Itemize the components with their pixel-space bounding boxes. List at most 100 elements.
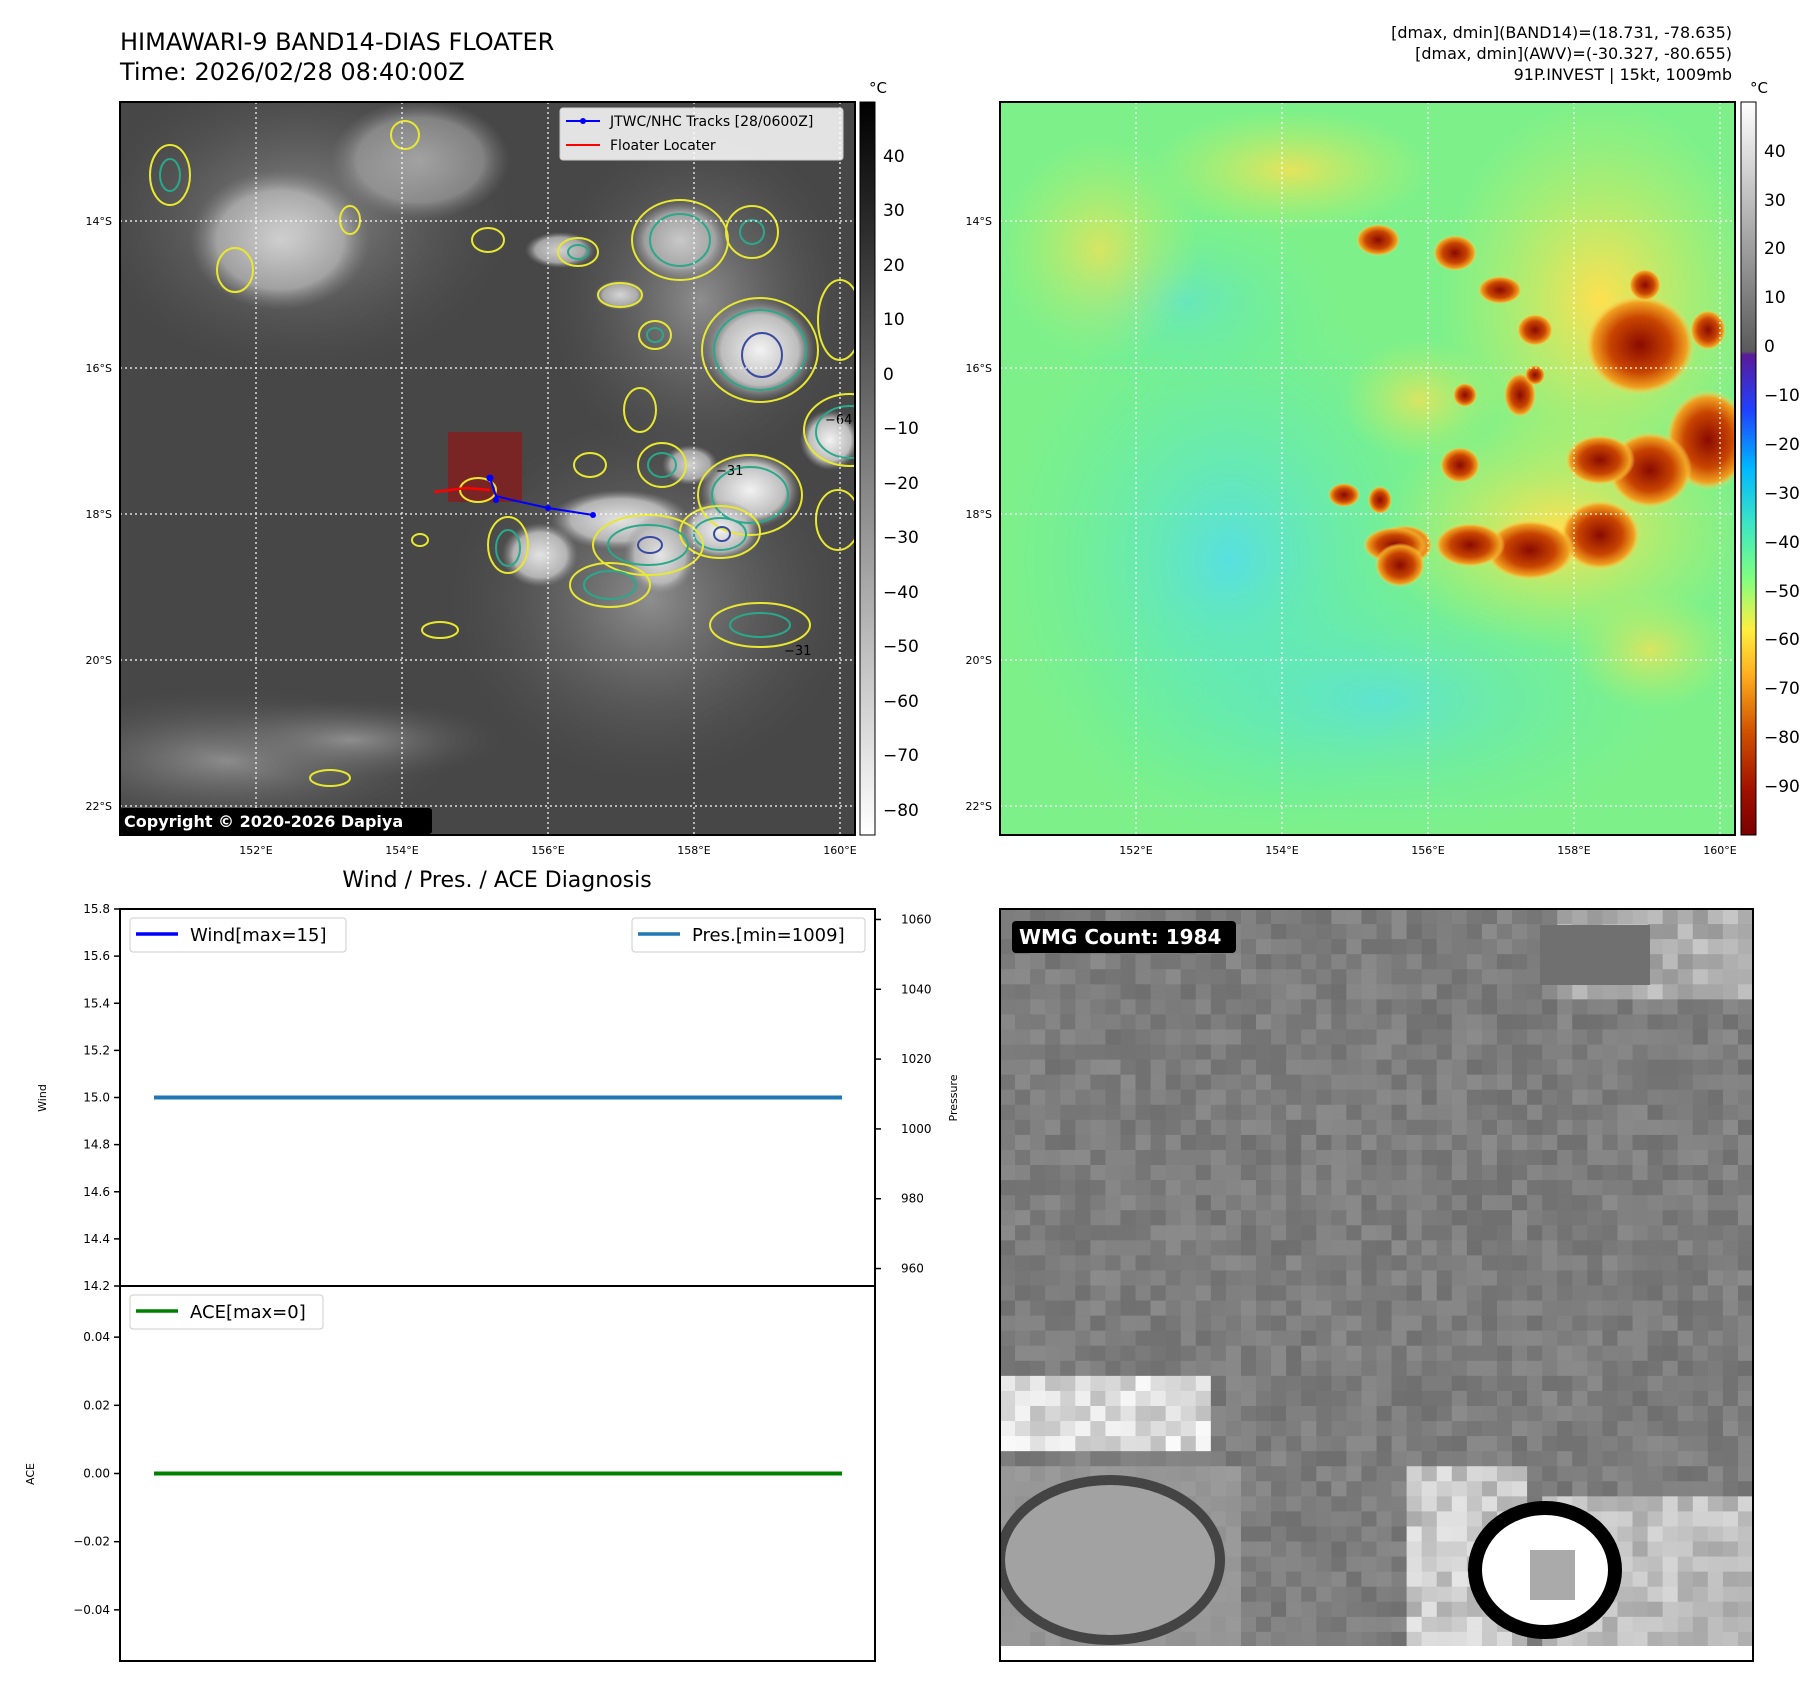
ir-lon-label: 152°E <box>239 844 272 857</box>
pressure-tick-label: 1020 <box>901 1052 932 1066</box>
jtwc-track-point <box>486 474 494 482</box>
figure-time: Time: 2026/02/28 08:40:00Z <box>119 58 465 86</box>
ir-colorbar-tick: −40 <box>883 583 919 603</box>
wind-tick-label: 15.0 <box>83 1091 110 1105</box>
awv-frame <box>999 101 1736 836</box>
ir-frame <box>119 101 856 836</box>
wind-legend-label: Wind[max=15] <box>190 925 327 946</box>
awv-lon-label: 160°E <box>1703 844 1736 857</box>
ace-tick-label: 0.00 <box>83 1467 110 1481</box>
info-line-2: [dmax, dmin](AWV)=(-30.327, -80.655) <box>1415 44 1732 63</box>
wind-tick-label: 14.4 <box>83 1232 110 1246</box>
copyright-text: Copyright © 2020-2026 Dapiya <box>124 812 403 831</box>
floater-locater-line <box>433 486 491 494</box>
floater-locater-box <box>448 432 522 502</box>
awv-panel: 14°S 16°S 18°S 20°S 22°S 152°E 154°E 156… <box>966 79 1800 857</box>
awv-lat-label: 22°S <box>966 800 992 813</box>
chart-series-lines <box>154 1095 842 1476</box>
pressure-tick-label: 1000 <box>901 1122 932 1136</box>
legend-tracks-label: JTWC/NHC Tracks [28/0600Z] <box>609 114 813 130</box>
pressure-legend: Pres.[min=1009] <box>631 917 866 953</box>
wind-tick-label: 14.6 <box>83 1185 110 1199</box>
ace-legend: ACE[max=0] <box>129 1294 324 1330</box>
ir-gridlines <box>120 102 855 835</box>
awv-colorbar-tick: −90 <box>1764 777 1800 797</box>
wind-tick-label: 15.6 <box>83 949 110 963</box>
ir-colorbar-tick: −10 <box>883 419 919 439</box>
jtwc-track-point <box>545 505 551 511</box>
wmg-count-badge <box>1012 921 1236 953</box>
contour-label-2: −31 <box>784 644 811 659</box>
ir-lon-label: 156°E <box>531 844 564 857</box>
awv-colorbar-tick: 10 <box>1764 288 1786 308</box>
ir-colorbar: °C 40 30 20 10 0 −10 −20 −30 −40 −50 −60… <box>859 79 919 836</box>
wind-tick-label: 14.8 <box>83 1138 110 1152</box>
wind-tick-label: 15.4 <box>83 996 110 1010</box>
ir-lat-label: 14°S <box>86 215 112 228</box>
legend-floater-label: Floater Locater <box>610 138 716 154</box>
wmg-frame <box>999 908 1754 1662</box>
ace-legend-label: ACE[max=0] <box>190 1302 306 1323</box>
ir-colorbar-unit: °C <box>869 79 887 97</box>
ace-tick-label: 0.04 <box>83 1330 110 1344</box>
awv-colorbar: °C 40 30 20 10 0 −10 −20 −30 −40 −50 −60… <box>1740 79 1800 836</box>
wind-tick-label: 15.2 <box>83 1043 110 1057</box>
chart-title: Wind / Pres. / ACE Diagnosis <box>342 868 651 893</box>
awv-colorbar-tick: −60 <box>1764 630 1800 650</box>
ir-lat-label: 20°S <box>86 654 112 667</box>
ir-colorbar-tick: −70 <box>883 746 919 766</box>
awv-colorbar-tick: −40 <box>1764 533 1800 553</box>
ir-colorbar-tick: −60 <box>883 692 919 712</box>
wind-axis-label: Wind <box>36 1084 49 1112</box>
info-line-1: [dmax, dmin](BAND14)=(18.731, -78.635) <box>1391 23 1732 42</box>
contour-label-1: −64 <box>825 413 852 428</box>
awv-colorbar-tick: −80 <box>1764 728 1800 748</box>
pressure-tick-label: 960 <box>901 1262 924 1276</box>
pressure-ticks: 1060 1040 1020 1000 980 960 <box>875 912 932 1276</box>
wind-ticks: 15.8 15.6 15.4 15.2 15.0 14.8 14.6 14.4 14.2 <box>83 902 120 1293</box>
ace-tick-label: −0.04 <box>73 1603 110 1617</box>
diagnosis-chart: Wind / Pres. / ACE Diagnosis Wind Pressu… <box>24 868 960 1662</box>
awv-colorbar-tick: −70 <box>1764 679 1800 699</box>
awv-lat-label: 16°S <box>966 362 992 375</box>
awv-lat-label: 20°S <box>966 654 992 667</box>
jtwc-track-point <box>590 512 596 518</box>
ir-axis-labels: 14°S 16°S 18°S 20°S 22°S 152°E 154°E 156… <box>86 215 857 857</box>
awv-colorbar-tick: −20 <box>1764 435 1800 455</box>
ace-ticks: 0.04 0.02 0.00 −0.02 −0.04 <box>73 1330 120 1617</box>
ir-colorbar-tick: −50 <box>883 637 919 657</box>
ir-image: −64 −31 −31 <box>120 102 855 835</box>
ir-lat-label: 16°S <box>86 362 112 375</box>
jtwc-track-line <box>489 477 594 516</box>
awv-image <box>1000 102 1735 835</box>
jtwc-track-point <box>493 497 499 503</box>
ir-colorbar-tick: 0 <box>883 365 894 385</box>
ir-legend: JTWC/NHC Tracks [28/0600Z] Floater Locat… <box>559 107 844 161</box>
copyright-badge <box>120 808 432 834</box>
awv-lon-label: 154°E <box>1265 844 1298 857</box>
awv-colorbar-tick: −30 <box>1764 484 1800 504</box>
ir-colorbar-tick: −80 <box>883 801 919 821</box>
wind-tick-label: 15.8 <box>83 902 110 916</box>
wind-legend: Wind[max=15] <box>129 917 347 953</box>
ir-lat-label: 18°S <box>86 508 112 521</box>
ir-colorbar-tick: −30 <box>883 528 919 548</box>
figure-title: HIMAWARI-9 BAND14-DIAS FLOATER <box>120 28 554 56</box>
awv-colorbar-tick: 30 <box>1764 191 1786 211</box>
ir-lon-label: 154°E <box>385 844 418 857</box>
pressure-tick-label: 980 <box>901 1192 924 1206</box>
ir-lon-label: 160°E <box>823 844 856 857</box>
awv-colorbar-tick: −10 <box>1764 386 1800 406</box>
ace-tick-label: −0.02 <box>73 1535 110 1549</box>
pressure-tick-label: 1060 <box>901 912 932 926</box>
ir-lon-label: 158°E <box>677 844 710 857</box>
ir-colorbar-tick: 30 <box>883 201 905 221</box>
ir-contours <box>149 120 855 787</box>
awv-lon-label: 152°E <box>1119 844 1152 857</box>
awv-colorbar-tick: −50 <box>1764 582 1800 602</box>
wmg-panel: WMG Count: 1984 <box>999 908 1754 1662</box>
ir-colorbar-tick: 40 <box>883 147 905 167</box>
awv-lat-label: 18°S <box>966 508 992 521</box>
pressure-tick-label: 1040 <box>901 982 932 996</box>
